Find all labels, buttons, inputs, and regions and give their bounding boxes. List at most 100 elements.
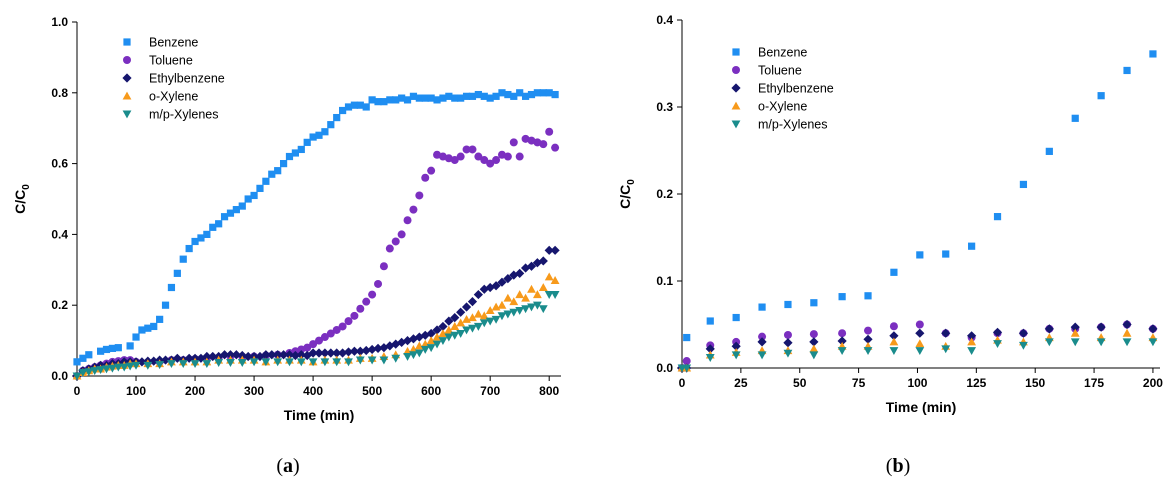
data-point (332, 348, 342, 358)
data-point (480, 92, 488, 100)
data-point (321, 128, 329, 136)
data-point (326, 329, 335, 338)
legend-label: Toluene (149, 54, 193, 68)
data-point (403, 353, 412, 361)
data-point (374, 98, 382, 106)
data-point (150, 322, 158, 331)
data-point (114, 344, 122, 352)
data-point (509, 297, 519, 306)
data-point (432, 325, 442, 335)
data-point (544, 245, 554, 255)
data-point (486, 159, 495, 168)
data-point (367, 344, 377, 355)
data-point (864, 292, 872, 300)
legend-marker (731, 101, 741, 110)
legend-marker (123, 38, 131, 46)
data-point (361, 345, 371, 356)
data-point (355, 346, 365, 356)
data-point (402, 336, 413, 346)
data-point (362, 103, 370, 111)
data-point (915, 347, 925, 355)
legend-marker (731, 83, 741, 93)
data-point (1149, 50, 1157, 58)
data-point (349, 346, 360, 356)
data-point (415, 191, 424, 200)
data-point (1122, 338, 1132, 347)
data-point (515, 152, 524, 161)
data-point (102, 365, 111, 374)
data-point (1148, 324, 1158, 334)
x-tick-label: 200 (1143, 376, 1163, 390)
data-point (889, 347, 899, 355)
data-point (1019, 341, 1028, 350)
data-point (889, 331, 899, 341)
data-point (161, 301, 170, 309)
data-point (403, 216, 412, 225)
y-axis-label: C/C0 (617, 179, 637, 209)
legend-marker (122, 91, 132, 100)
data-point (409, 92, 418, 100)
data-point (274, 167, 282, 175)
data-point (473, 309, 483, 318)
data-point (473, 322, 483, 331)
data-point (309, 133, 317, 141)
data-point (303, 138, 311, 146)
y-tick-label: 0.2 (51, 298, 68, 312)
data-point (838, 329, 847, 338)
data-point (863, 347, 873, 355)
x-tick-label: 175 (1084, 376, 1104, 390)
data-point (108, 364, 117, 373)
data-point (414, 349, 424, 358)
data-point (197, 234, 205, 242)
data-point (480, 156, 489, 165)
data-point (941, 345, 951, 354)
data-point (544, 272, 554, 281)
data-point (149, 356, 159, 366)
data-point (296, 350, 306, 360)
data-point (356, 101, 364, 109)
data-point (261, 350, 271, 360)
data-point (916, 251, 924, 259)
data-point (72, 372, 82, 381)
data-point (474, 152, 483, 161)
data-point (432, 340, 442, 349)
x-tick-label: 600 (421, 384, 441, 398)
data-point (504, 90, 512, 99)
data-point (915, 339, 925, 348)
data-point (810, 299, 818, 307)
series-m-p-xylenes (72, 291, 560, 381)
data-point (385, 341, 395, 351)
data-point (1045, 147, 1053, 155)
series-m-p-xylenes (677, 338, 1158, 373)
data-point (1070, 322, 1080, 332)
data-point (379, 262, 388, 271)
data-point (1097, 92, 1105, 100)
data-point (456, 152, 465, 161)
data-point (208, 351, 218, 362)
data-point (409, 351, 418, 360)
data-point (497, 300, 507, 309)
data-point (461, 302, 472, 312)
data-point (757, 337, 767, 347)
data-point (758, 332, 767, 341)
data-point (426, 336, 436, 345)
y-tick-label: 0.1 (656, 274, 673, 288)
data-point (225, 350, 236, 360)
data-point (338, 322, 347, 331)
data-point (992, 327, 1003, 337)
data-point (427, 166, 436, 175)
data-point (1044, 324, 1054, 334)
data-point (915, 320, 924, 329)
x-tick-label: 100 (907, 376, 927, 390)
data-point (683, 333, 691, 342)
data-point (539, 89, 547, 97)
data-point (1123, 66, 1131, 75)
data-point (167, 360, 176, 369)
data-point (432, 332, 442, 341)
data-point (386, 96, 394, 104)
data-point (456, 330, 466, 338)
data-point (491, 315, 501, 324)
data-point (409, 205, 418, 214)
data-point (290, 350, 300, 361)
data-point (1096, 322, 1106, 332)
